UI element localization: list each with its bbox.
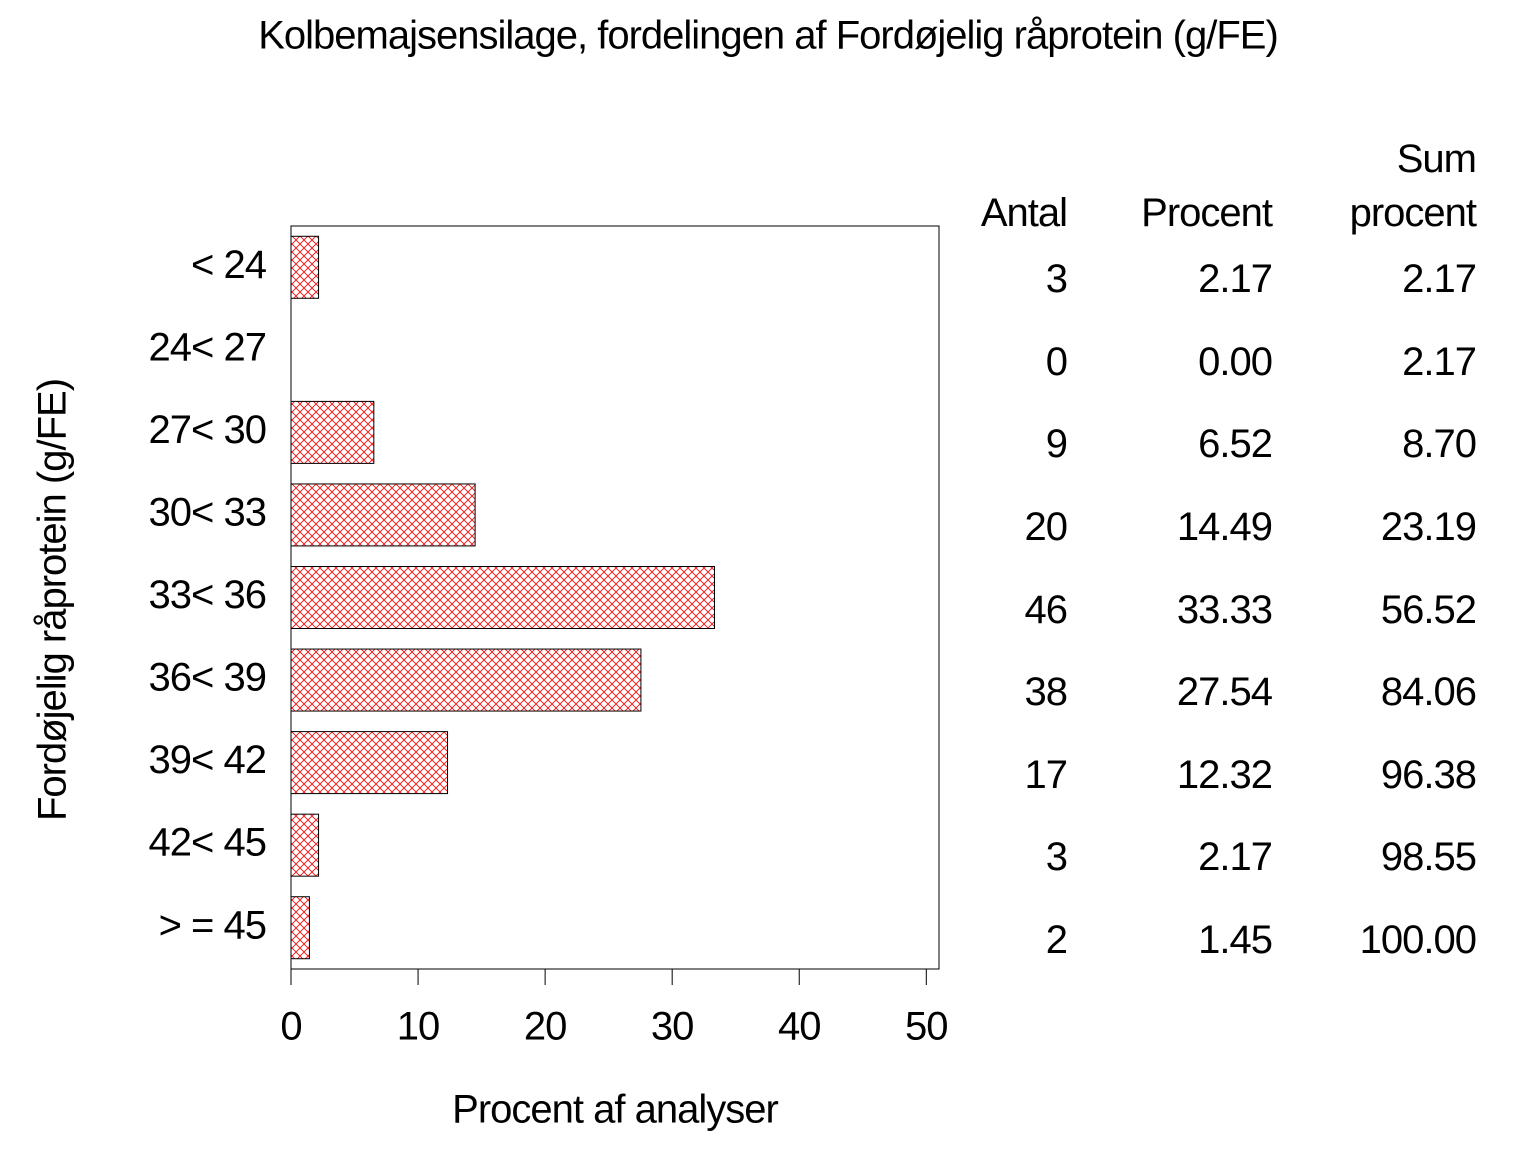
- table-percent: 6.52: [1198, 422, 1273, 467]
- y-tick-label: 33< 36: [149, 573, 266, 617]
- table-percent: 0.00: [1198, 339, 1273, 384]
- table-percent: 27.54: [1176, 670, 1273, 715]
- y-tick-label: 39< 42: [149, 738, 266, 782]
- y-tick-label: 42< 45: [149, 821, 266, 865]
- table-cumulative: 84.06: [1380, 670, 1477, 715]
- table-header: Sum procent: [1349, 137, 1477, 235]
- table-cumulative: 2.17: [1402, 257, 1477, 302]
- table-count: 20: [1024, 504, 1069, 549]
- bar: [290, 483, 476, 547]
- x-tick-label: 30: [651, 1005, 694, 1049]
- y-tick-label: 30< 33: [149, 491, 266, 535]
- x-tick-label: 50: [905, 1005, 948, 1049]
- y-axis-label: Fordøjelig råprotein (g/FE): [31, 379, 75, 821]
- table-count: 3: [1045, 257, 1068, 302]
- y-tick-label: > = 45: [159, 903, 266, 947]
- y-tick-label: < 24: [191, 243, 267, 287]
- table-header: Procent: [1141, 191, 1273, 235]
- bar: [290, 566, 715, 629]
- table-count: 9: [1045, 422, 1068, 467]
- table-header: Antal: [980, 191, 1068, 235]
- table-cumulative: 2.17: [1402, 339, 1477, 384]
- table-count: 38: [1024, 670, 1069, 715]
- y-tick-label: 36< 39: [149, 656, 266, 700]
- bar: [290, 648, 642, 712]
- bar: [290, 731, 449, 795]
- x-tick-label: 40: [778, 1005, 821, 1049]
- table-percent: 12.32: [1176, 752, 1273, 797]
- table-cumulative: 100.00: [1359, 917, 1477, 962]
- x-tick-label: 0: [280, 1005, 301, 1049]
- y-tick-label: 27< 30: [149, 408, 266, 452]
- table-count: 46: [1024, 587, 1069, 632]
- x-axis-label: Procent af analyser: [452, 1088, 778, 1132]
- bar: [290, 896, 310, 960]
- table-percent: 2.17: [1198, 835, 1273, 880]
- table-percent: 14.49: [1176, 504, 1273, 549]
- table-cumulative: 8.70: [1402, 422, 1477, 467]
- table-count: 0: [1045, 339, 1068, 384]
- table-percent: 1.45: [1198, 917, 1273, 962]
- bar: [290, 813, 320, 877]
- table-cumulative: 96.38: [1380, 752, 1477, 797]
- table-count: 2: [1045, 917, 1068, 962]
- table-percent: 33.33: [1176, 587, 1273, 632]
- table-count: 3: [1045, 835, 1068, 880]
- table-cumulative: 98.55: [1380, 835, 1477, 880]
- y-tick-label: 24< 27: [149, 325, 266, 369]
- x-tick-label: 10: [397, 1005, 440, 1049]
- table-cumulative: 23.19: [1380, 504, 1477, 549]
- table-percent: 2.17: [1198, 257, 1273, 302]
- table-cumulative: 56.52: [1380, 587, 1477, 632]
- x-tick-label: 20: [524, 1005, 567, 1049]
- table-count: 17: [1024, 752, 1069, 797]
- chart-title: Kolbemajsensilage, fordelingen af Fordøj…: [258, 14, 1278, 58]
- bar: [290, 400, 375, 464]
- bar: [290, 235, 320, 299]
